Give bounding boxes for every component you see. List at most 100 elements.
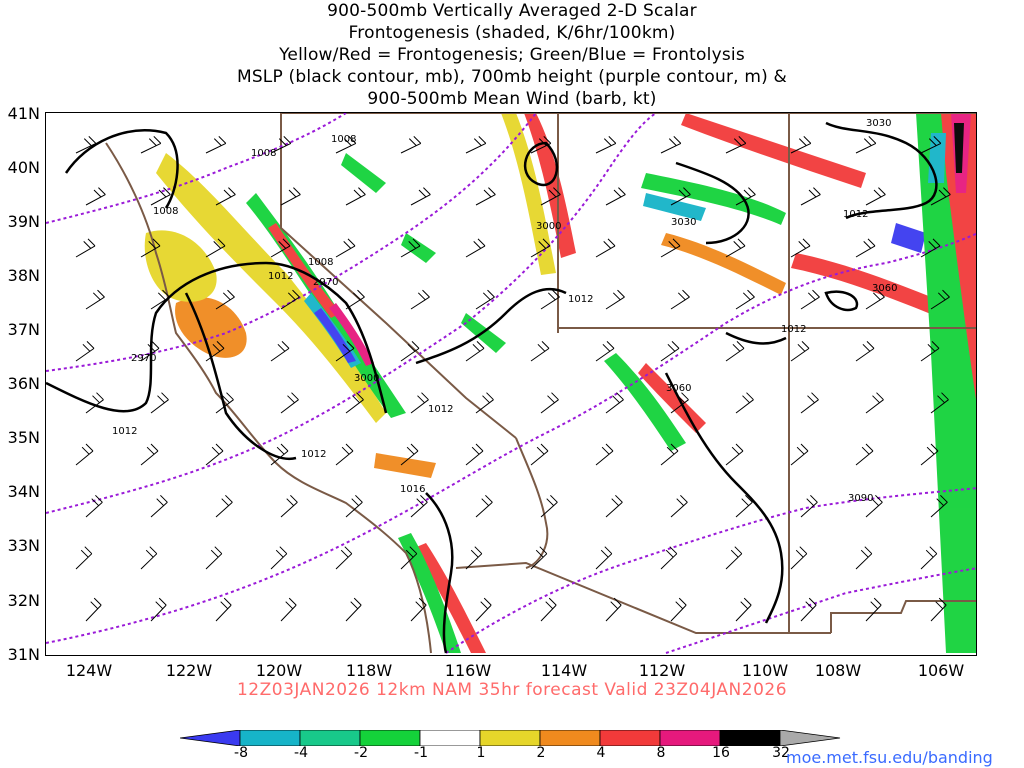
colorbar-label-1: 1 [476,745,486,761]
mslp-label-4: 1008 [308,257,333,268]
wind-barb [85,597,102,622]
shading-nm-blue [891,223,926,253]
wind-barb [345,187,366,206]
wind-barb [735,289,755,310]
colorbar-label-4: 4 [596,745,606,761]
shading-nw-ca-yellow [144,230,217,302]
wind-barb [270,443,289,466]
wind-barb [595,443,614,466]
wind-barb [150,597,167,622]
wind-barb [465,443,484,466]
valid-time-line: 12Z03JAN2026 12km NAM 35hr forecast Vali… [236,680,788,700]
wind-barb [335,443,354,466]
wind-barb [345,392,364,414]
mslp-label-12: 1016 [400,484,425,495]
lat-label-37n: 37N [7,320,40,339]
wind-barb [605,597,622,622]
wind-barb [790,136,812,154]
shading-nm-red [791,253,946,318]
wind-barb [400,546,418,570]
title-line-2: Frontogenesis (shaded, K/6hr/100km) [348,23,676,43]
height-contour-5 [445,487,976,654]
wind-barb [725,341,745,362]
colorbar-label-neg4: -4 [294,745,308,761]
wind-barb [270,341,290,362]
height-label-4: 2970 [313,277,338,288]
wind-barb [530,136,552,154]
lat-label-33n: 33N [7,536,40,555]
wind-barb [465,341,485,362]
lat-label-34n: 34N [7,482,40,501]
wind-barb [725,136,747,154]
az-nm-border [788,328,831,634]
mslp-label-8: 1012 [781,324,806,335]
colorbar-seg-2 [299,730,361,746]
wind-barb [465,238,486,258]
colorbar-seg-8 [659,730,721,746]
wind-barb [735,494,753,518]
wind-barb [400,136,422,154]
wind-barb [660,341,680,362]
wind-barb [205,443,224,466]
lat-label-31n: 31N [7,645,40,664]
colorbar-label-neg2: -2 [354,745,368,761]
wind-barb [475,392,494,414]
shading-colorado-red [681,113,866,188]
mslp-label-3: 1008 [153,206,178,217]
height-contour-6 [665,567,976,654]
wind-barb [335,238,356,258]
lat-label-40n: 40N [7,158,40,177]
california-coast [105,142,432,654]
wind-barb [865,494,883,518]
wind-barb [335,341,355,362]
wind-barb [855,443,874,466]
lat-label-41n: 41N [7,104,40,123]
wind-barb [215,187,236,206]
shading-nevada-green-2 [401,233,436,263]
wind-barb [335,136,357,154]
mslp-contour-7 [825,121,938,220]
wind-barb [920,238,941,258]
height-contours [46,113,976,654]
wind-barb [280,392,299,414]
mslp-label-5: 1012 [268,271,293,282]
height-label-8: 3060 [872,283,897,294]
lon-label-114w: 114W [540,661,588,680]
wind-barb [75,136,97,154]
wind-barb [595,136,617,154]
wind-barb [855,238,876,258]
title-line-1: 900-500mb Vertically Averaged 2-D Scalar [327,1,697,21]
wind-barb [215,494,233,518]
height-label-6: 3000 [354,373,379,384]
wind-barb [605,289,625,310]
colorbar-upper-triangle [779,730,841,746]
wind-barb [800,392,819,414]
colorbar-seg-3 [359,730,421,746]
wind-barb [725,546,743,570]
wind-barb [865,187,886,206]
ca-nv-border [280,113,517,439]
mslp-contour-5 [415,287,567,365]
lon-label-118w: 118W [345,661,393,680]
shading-utah-red-band [524,113,576,258]
colorbar-seg-7 [599,730,661,746]
wind-barb [400,238,421,258]
wind-barb [865,597,882,622]
colorbar-lower-triangle [180,730,241,746]
wind-barb [400,341,420,362]
wind-barb [595,238,616,258]
wind-barb [865,289,885,310]
wind-barb [345,494,363,518]
wind-barb [540,187,561,206]
colorbar-label-32: 32 [772,745,790,761]
mslp-labels: 1008 1008 1008 1008 1012 1012 1012 1012 … [112,134,868,495]
wind-barb [920,136,942,154]
wind-barb [205,136,227,154]
wind-barb [790,546,808,570]
wind-barb [660,443,679,466]
shading-sierra-band-red [268,223,341,318]
wind-barb [150,289,170,310]
colorbar-label-2: 2 [536,745,546,761]
wind-barb [280,597,297,622]
shading-socal-orange [374,453,436,478]
